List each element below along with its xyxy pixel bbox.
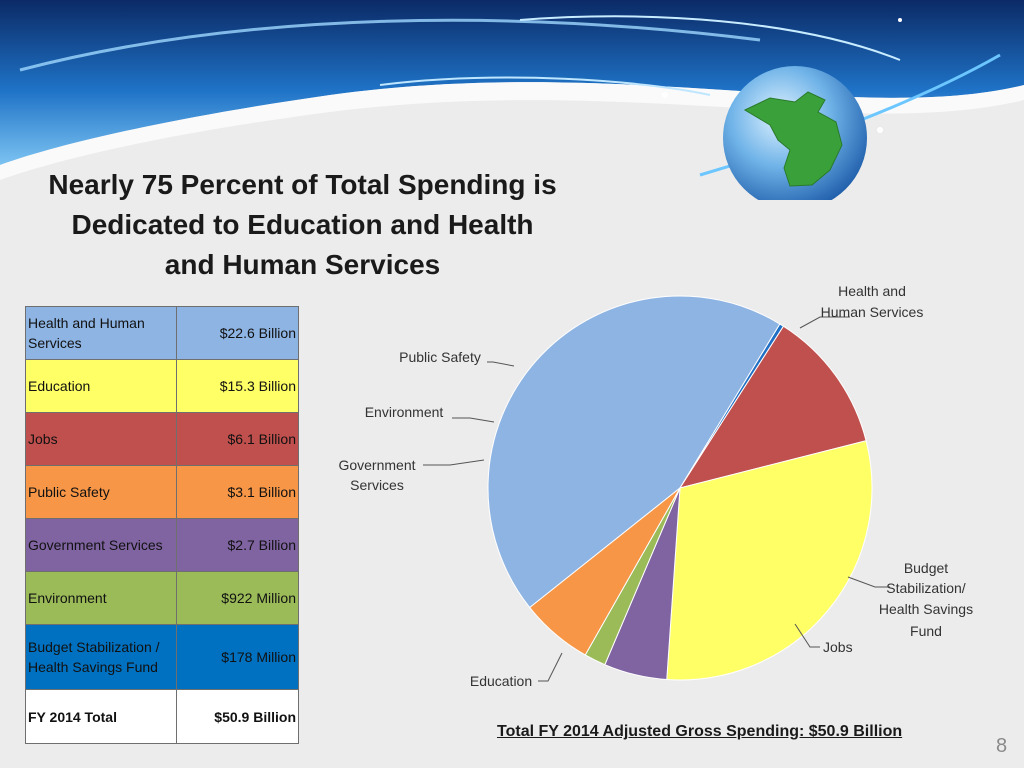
- table-row: Health and Human Services $22.6 Billion: [25, 306, 299, 360]
- pie-slice-label: Education: [470, 673, 532, 689]
- row-name: Environment: [25, 571, 177, 625]
- pie-slice: [529, 487, 681, 656]
- pie-slice: [666, 440, 873, 681]
- title-line: and Human Services: [164, 249, 441, 280]
- pie-slice-label: Health and Human Services: [821, 283, 924, 320]
- total-value: $50.9 Billion: [176, 689, 299, 744]
- row-value: $6.1 Billion: [176, 412, 299, 466]
- row-name: Public Safety: [25, 465, 177, 519]
- row-name: Budget Stabilization / Health Savings Fu…: [25, 624, 177, 690]
- table-total-row: FY 2014 Total $50.9 Billion: [25, 689, 299, 744]
- row-value: $22.6 Billion: [176, 306, 299, 360]
- row-value: $15.3 Billion: [176, 359, 299, 413]
- pie-slice-label: Government Services: [338, 457, 415, 493]
- table-row: Environment $922 Million: [25, 571, 299, 625]
- row-value: $922 Million: [176, 571, 299, 625]
- chart-footnote: Total FY 2014 Adjusted Gross Spending: $…: [497, 723, 903, 740]
- row-name: Government Services: [25, 518, 177, 572]
- title-line: Nearly 75 Percent of Total Spending is: [48, 169, 557, 200]
- row-name: Health and Human Services: [25, 306, 177, 360]
- pie-leader-line: [487, 361, 515, 367]
- row-value: $3.1 Billion: [176, 465, 299, 519]
- total-name: FY 2014 Total: [25, 689, 177, 744]
- pie-slice-label: Public Safety: [399, 349, 481, 365]
- pie-slice: [678, 325, 867, 489]
- page-title: Nearly 75 Percent of Total Spending is D…: [20, 165, 585, 285]
- table-row: Public Safety $3.1 Billion: [25, 465, 299, 519]
- pie-leader-line: [847, 576, 890, 588]
- table-row: Jobs $6.1 Billion: [25, 412, 299, 466]
- pie-leader-line: [423, 459, 485, 466]
- title-line: Dedicated to Education and Health: [71, 209, 534, 240]
- pie-leader-line: [538, 652, 563, 682]
- row-value: $178 Million: [176, 624, 299, 690]
- pie-slice-label: Budget Stabilization/Health Savings Fund: [879, 560, 973, 639]
- pie-leader-line: [452, 417, 495, 423]
- spending-pie-chart: Health and Human Services Budget Stabilizat…: [338, 283, 973, 689]
- table-row: Education $15.3 Billion: [25, 359, 299, 413]
- page-number: 8: [996, 735, 1008, 757]
- spending-table: Health and Human Services $22.6 Billion …: [25, 306, 299, 744]
- row-name: Education: [25, 359, 177, 413]
- pie-slice-label: Jobs: [823, 639, 853, 655]
- pie-slice: [487, 295, 781, 609]
- row-name: Jobs: [25, 412, 177, 466]
- row-value: $2.7 Billion: [176, 518, 299, 572]
- pie-leader-line: [794, 623, 820, 648]
- table-row: Government Services $2.7 Billion: [25, 518, 299, 572]
- pie-leader-line: [799, 316, 850, 329]
- table-row: Budget Stabilization / Health Savings Fu…: [25, 624, 299, 690]
- header-banner: [0, 0, 1024, 200]
- pie-slice-label: Environment: [365, 404, 444, 420]
